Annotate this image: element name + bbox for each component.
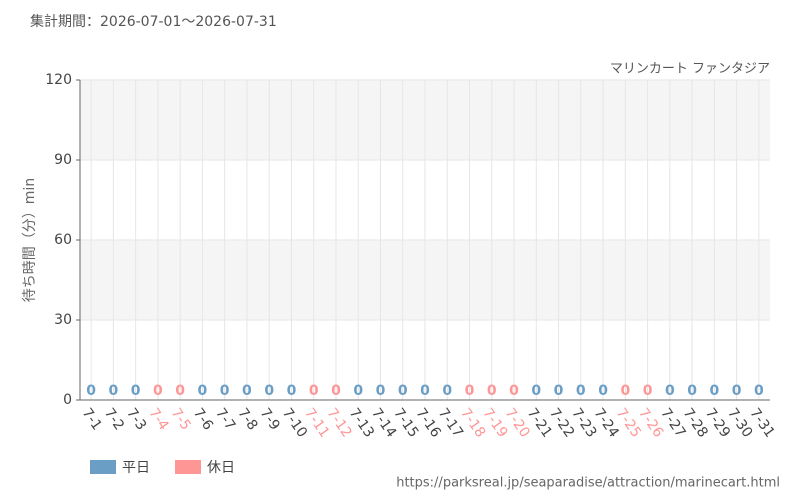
- x-tick-label: 7-8: [234, 405, 260, 433]
- value-label: 0: [309, 383, 319, 399]
- source-url: https://parksreal.jp/seaparadise/attract…: [396, 476, 780, 491]
- chart-subtitle: マリンカート ファンタジア: [610, 62, 770, 77]
- value-label: 0: [86, 383, 96, 399]
- value-label: 0: [576, 383, 586, 399]
- value-label: 0: [754, 383, 764, 399]
- legend-label: 休日: [207, 460, 235, 476]
- value-label: 0: [487, 383, 497, 399]
- x-tick-label: 7-7: [212, 405, 238, 433]
- x-tick-label: 7-4: [145, 405, 171, 433]
- value-label: 0: [331, 383, 341, 399]
- value-label: 0: [153, 383, 163, 399]
- x-tick-label: 7-3: [123, 405, 149, 433]
- legend-swatch: [175, 460, 201, 474]
- value-label: 0: [442, 383, 452, 399]
- y-tick-label: 90: [54, 152, 72, 168]
- value-label: 0: [531, 383, 541, 399]
- value-label: 0: [175, 383, 185, 399]
- x-tick-label: 7-31: [746, 405, 777, 440]
- value-label: 0: [709, 383, 719, 399]
- legend-swatch: [90, 460, 116, 474]
- x-tick-label: 7-5: [168, 405, 194, 433]
- x-tick-label: 7-6: [190, 405, 216, 433]
- x-tick-label: 7-9: [257, 405, 283, 433]
- value-label: 0: [398, 383, 408, 399]
- value-label: 0: [220, 383, 230, 399]
- y-axis-label: 待ち時間（分）min: [22, 178, 38, 302]
- value-label: 0: [420, 383, 430, 399]
- value-label: 0: [665, 383, 675, 399]
- legend-label: 平日: [122, 460, 150, 476]
- value-label: 0: [465, 383, 475, 399]
- value-label: 0: [353, 383, 363, 399]
- value-label: 0: [109, 383, 119, 399]
- y-tick-label: 30: [54, 312, 72, 328]
- x-tick-label: 7-1: [79, 405, 105, 433]
- value-label: 0: [198, 383, 208, 399]
- value-label: 0: [687, 383, 697, 399]
- y-tick-label: 120: [45, 72, 72, 88]
- value-label: 0: [643, 383, 653, 399]
- value-label: 0: [598, 383, 608, 399]
- y-tick-label: 0: [63, 392, 72, 408]
- value-label: 0: [242, 383, 252, 399]
- value-label: 0: [264, 383, 274, 399]
- chart-title: 集計期間：2026-07-01～2026-07-31: [30, 13, 277, 30]
- value-label: 0: [620, 383, 630, 399]
- y-tick-label: 60: [54, 232, 72, 248]
- value-label: 0: [732, 383, 742, 399]
- x-tick-label: 7-2: [101, 405, 127, 433]
- value-label: 0: [509, 383, 519, 399]
- value-label: 0: [131, 383, 141, 399]
- value-label: 0: [287, 383, 297, 399]
- value-label: 0: [554, 383, 564, 399]
- value-label: 0: [376, 383, 386, 399]
